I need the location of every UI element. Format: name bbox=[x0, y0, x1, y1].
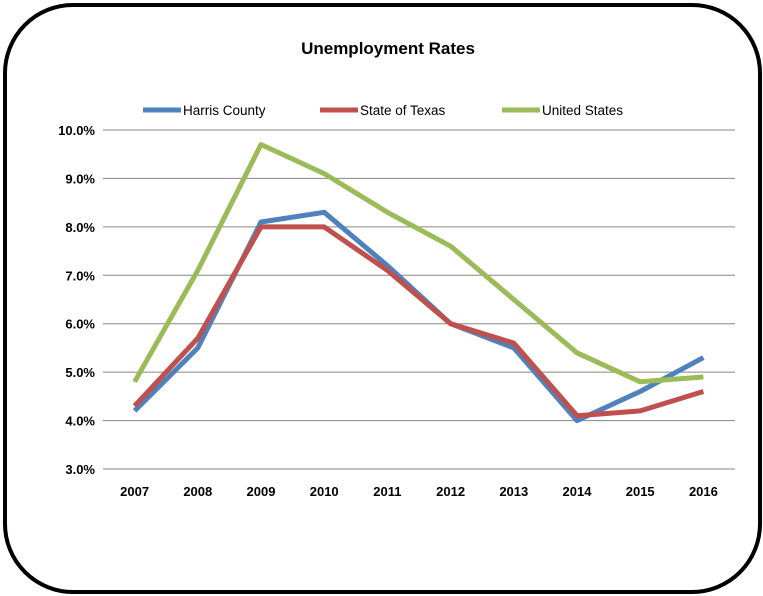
x-tick-label: 2016 bbox=[689, 484, 718, 499]
y-tick-label: 5.0% bbox=[65, 365, 95, 380]
chart-title: Unemployment Rates bbox=[301, 39, 475, 58]
legend-label-state-of-texas: State of Texas bbox=[360, 103, 446, 118]
series-line-state-of-texas bbox=[132, 224, 705, 419]
chart-frame bbox=[3, 3, 762, 594]
x-axis: 2007 2008 2009 2010 2011 2012 2013 2014 2015 2016 bbox=[120, 484, 718, 499]
y-tick-label: 6.0% bbox=[65, 317, 95, 332]
x-tick-label: 2009 bbox=[247, 484, 276, 499]
x-tick-label: 2015 bbox=[626, 484, 655, 499]
x-tick-label: 2012 bbox=[436, 484, 465, 499]
x-tick-label: 2008 bbox=[183, 484, 212, 499]
y-tick-label: 3.0% bbox=[65, 462, 95, 477]
legend: Harris County State of Texas United States bbox=[143, 103, 623, 118]
y-tick-label: 10.0% bbox=[58, 123, 95, 138]
legend-label-harris-county: Harris County bbox=[183, 103, 266, 118]
x-tick-label: 2014 bbox=[563, 484, 593, 499]
y-tick-label: 8.0% bbox=[65, 220, 95, 235]
y-tick-label: 4.0% bbox=[65, 414, 95, 429]
x-tick-label: 2010 bbox=[310, 484, 339, 499]
x-tick-label: 2011 bbox=[373, 484, 401, 499]
series-lines bbox=[132, 142, 705, 424]
x-tick-label: 2007 bbox=[120, 484, 149, 499]
y-tick-label: 9.0% bbox=[65, 171, 95, 186]
legend-label-united-states: United States bbox=[542, 103, 623, 118]
y-tick-label: 7.0% bbox=[65, 268, 95, 283]
series-line-harris-county bbox=[132, 209, 705, 424]
y-axis: 3.0% 4.0% 5.0% 6.0% 7.0% 8.0% 9.0% 10.0% bbox=[58, 123, 95, 477]
x-tick-label: 2013 bbox=[499, 484, 528, 499]
series-line-united-states bbox=[132, 142, 704, 385]
